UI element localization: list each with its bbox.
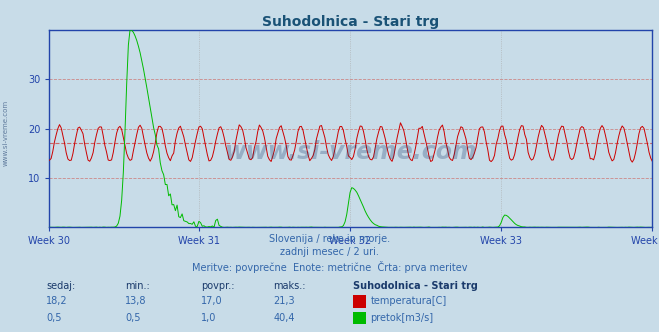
- Text: temperatura[C]: temperatura[C]: [370, 296, 447, 306]
- Text: pretok[m3/s]: pretok[m3/s]: [370, 313, 434, 323]
- Text: 40,4: 40,4: [273, 313, 295, 323]
- Text: 0,5: 0,5: [46, 313, 62, 323]
- Text: min.:: min.:: [125, 281, 150, 290]
- Text: povpr.:: povpr.:: [201, 281, 235, 290]
- Text: 0,5: 0,5: [125, 313, 141, 323]
- Text: 1,0: 1,0: [201, 313, 216, 323]
- Text: 18,2: 18,2: [46, 296, 68, 306]
- Title: Suhodolnica - Stari trg: Suhodolnica - Stari trg: [262, 15, 440, 29]
- Text: www.si-vreme.com: www.si-vreme.com: [2, 100, 9, 166]
- Text: Slovenija / reke in morje.: Slovenija / reke in morje.: [269, 234, 390, 244]
- Text: www.si-vreme.com: www.si-vreme.com: [225, 140, 477, 164]
- Text: sedaj:: sedaj:: [46, 281, 75, 290]
- Text: 17,0: 17,0: [201, 296, 223, 306]
- Text: 21,3: 21,3: [273, 296, 295, 306]
- Text: zadnji mesec / 2 uri.: zadnji mesec / 2 uri.: [280, 247, 379, 257]
- Text: Meritve: povprečne  Enote: metrične  Črta: prva meritev: Meritve: povprečne Enote: metrične Črta:…: [192, 261, 467, 273]
- Text: Suhodolnica - Stari trg: Suhodolnica - Stari trg: [353, 281, 477, 290]
- Text: 13,8: 13,8: [125, 296, 147, 306]
- Text: maks.:: maks.:: [273, 281, 306, 290]
